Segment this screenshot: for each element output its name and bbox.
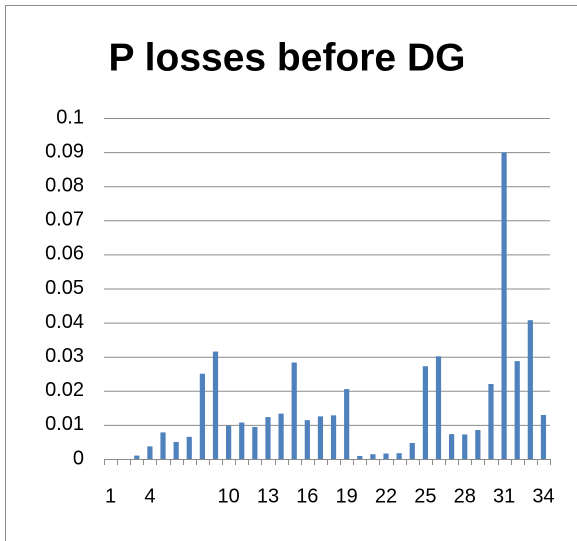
bar — [291, 362, 297, 459]
y-tick-label: 0.06 — [45, 243, 84, 265]
y-tick-label: 0.07 — [45, 209, 84, 231]
bar — [186, 436, 192, 459]
x-tick-label: 16 — [296, 485, 318, 507]
x-tick-label: 19 — [336, 485, 358, 507]
x-tick-label: 34 — [532, 485, 554, 507]
bar — [409, 442, 415, 459]
x-tick-label: 25 — [414, 485, 436, 507]
bar — [501, 152, 507, 460]
bar — [344, 389, 350, 459]
y-tick-label: 0.04 — [45, 311, 84, 333]
bar — [488, 383, 494, 459]
bar — [514, 361, 520, 459]
y-tick-label: 0.01 — [45, 413, 84, 435]
y-tick-label: 0.03 — [45, 345, 84, 367]
bar — [173, 441, 179, 459]
bar — [422, 366, 428, 459]
bar — [396, 453, 402, 459]
x-tick-label: 22 — [375, 485, 397, 507]
bar — [278, 413, 284, 459]
bar — [160, 432, 166, 459]
bar — [199, 373, 205, 459]
chart-frame — [5, 5, 577, 541]
chart-title: P losses before DG — [109, 36, 466, 79]
bar — [435, 356, 442, 459]
bar — [540, 415, 547, 459]
bar — [357, 455, 363, 459]
x-tick-label: 4 — [144, 485, 155, 507]
bar — [449, 434, 455, 459]
bar — [147, 446, 153, 459]
bar — [212, 351, 219, 459]
y-tick-label: 0.08 — [45, 174, 84, 196]
bar — [370, 454, 376, 459]
x-tick-label: 1 — [105, 485, 116, 507]
bar — [527, 320, 533, 459]
x-tick-label: 10 — [217, 485, 239, 507]
bar — [239, 422, 245, 459]
bar — [383, 453, 389, 459]
y-tick-label: 0.09 — [45, 140, 84, 162]
bar — [330, 415, 337, 459]
bar — [475, 430, 481, 459]
bar — [304, 420, 310, 459]
bar — [265, 417, 271, 459]
x-tick-label: 31 — [493, 485, 515, 507]
bar — [134, 455, 140, 459]
bar — [462, 434, 468, 459]
x-tick-label: 28 — [454, 485, 476, 507]
y-tick-label: 0 — [73, 447, 84, 469]
y-tick-label: 0.05 — [45, 277, 84, 299]
bar — [226, 425, 232, 459]
y-tick-label: 0.1 — [56, 106, 84, 128]
bar — [252, 426, 258, 459]
bar — [317, 416, 324, 459]
x-tick-label: 13 — [257, 485, 279, 507]
y-tick-label: 0.02 — [45, 379, 84, 401]
